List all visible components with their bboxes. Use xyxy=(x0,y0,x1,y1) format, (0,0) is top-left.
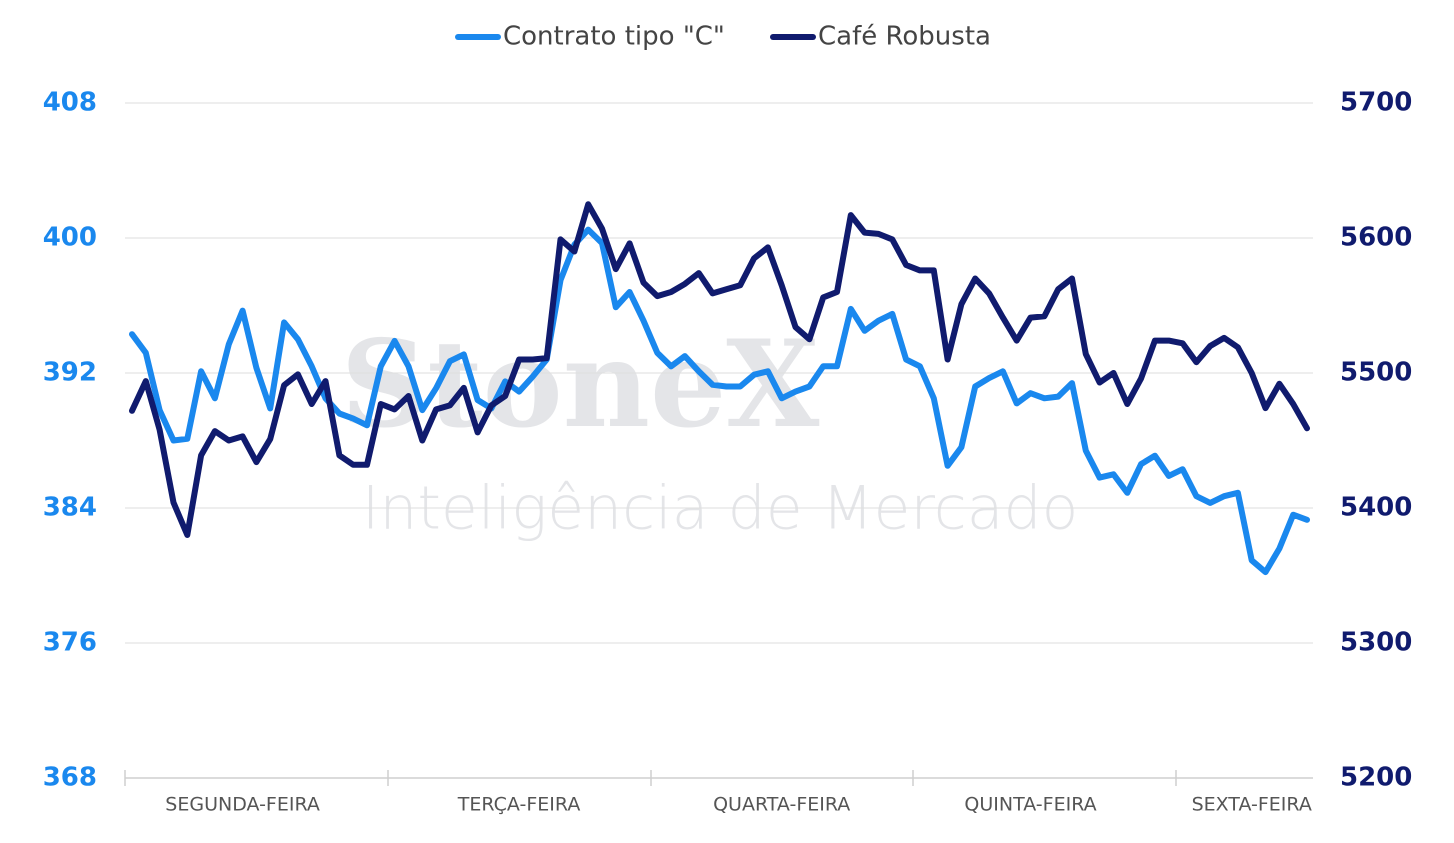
y-tick-label: 392 xyxy=(43,358,97,388)
legend-label: Café Robusta xyxy=(818,22,991,52)
x-tick-label: TERÇA-FEIRA xyxy=(457,794,581,816)
y2-tick-label: 5300 xyxy=(1340,628,1412,658)
y-tick-label: 400 xyxy=(43,223,97,253)
y-tick-label: 384 xyxy=(43,493,97,523)
y2-tick-label: 5700 xyxy=(1340,88,1412,118)
y2-tick-label: 5200 xyxy=(1340,763,1412,793)
series-line xyxy=(129,201,1310,538)
y2-tick-label: 5400 xyxy=(1340,493,1412,523)
y-tick-label: 376 xyxy=(43,628,97,658)
x-tick-label: QUARTA-FEIRA xyxy=(713,794,850,816)
y-tick-label: 408 xyxy=(43,88,97,118)
y2-tick-label: 5600 xyxy=(1340,223,1412,253)
legend-label: Contrato tipo "C" xyxy=(503,22,725,52)
x-tick-label: QUINTA-FEIRA xyxy=(964,794,1096,816)
y-tick-label: 368 xyxy=(43,763,97,793)
x-tick-label: SEXTA-FEIRA xyxy=(1192,794,1312,816)
x-tick-label: SEGUNDA-FEIRA xyxy=(165,794,320,816)
y2-tick-label: 5500 xyxy=(1340,358,1412,388)
